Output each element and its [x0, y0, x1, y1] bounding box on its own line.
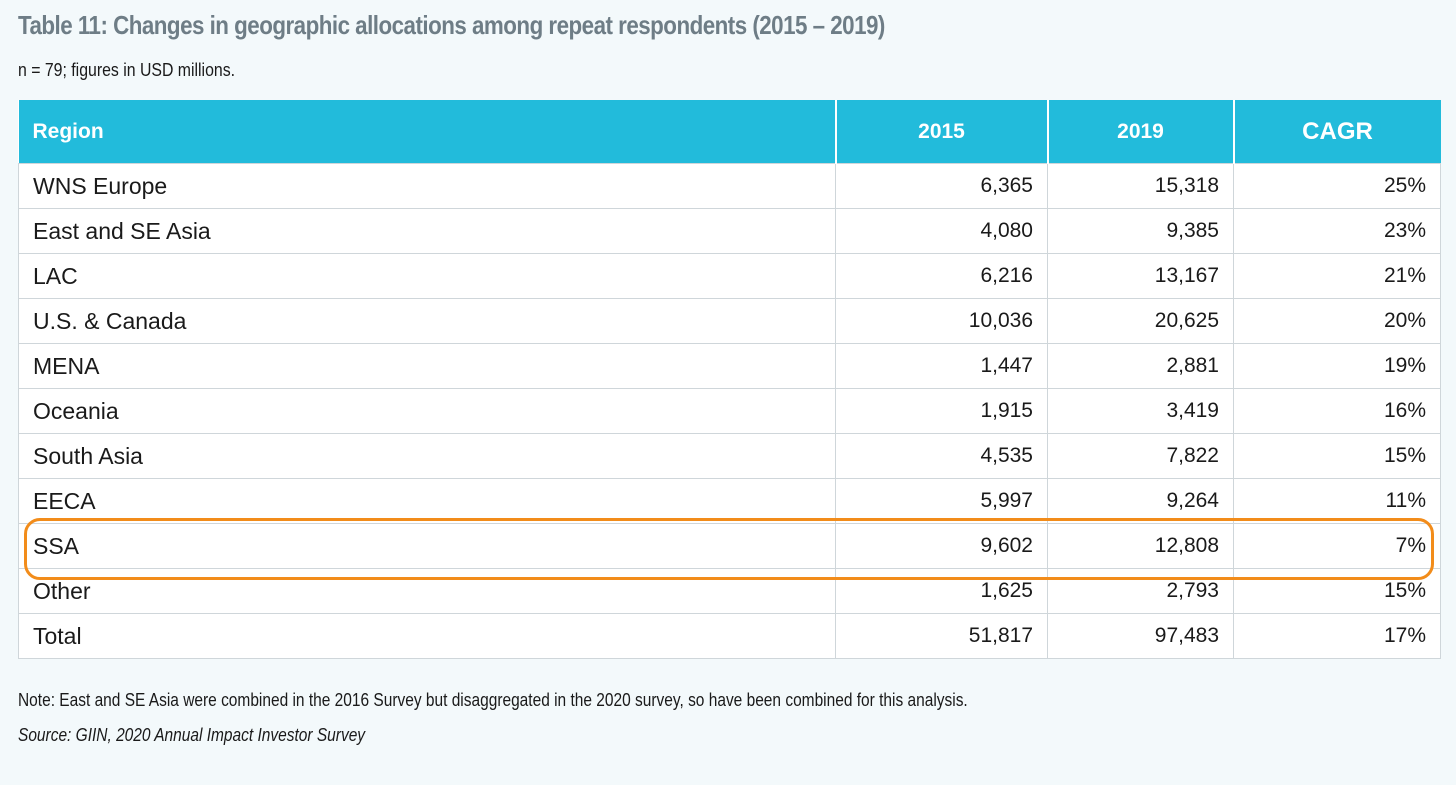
table-row: EECA 5,997 9,264 11%	[18, 478, 1441, 524]
value-2015-cell: 10,036	[835, 298, 1048, 344]
value-2019-cell: 13,167	[1047, 253, 1234, 299]
table-row: Oceania 1,915 3,419 16%	[18, 388, 1441, 434]
allocations-table: Region 2015 2019 CAGR WNS Europe 6,365 15,…	[18, 100, 1441, 659]
cagr-cell: 15%	[1233, 433, 1441, 479]
value-2015-cell: 51,817	[835, 613, 1048, 659]
table-body: WNS Europe 6,365 15,318 25% East and SE Asia…	[18, 163, 1441, 659]
value-2019-cell: 15,318	[1047, 163, 1234, 209]
header-row: Region 2015 2019 CAGR	[18, 100, 1441, 164]
value-2019-cell: 20,625	[1047, 298, 1234, 344]
value-2015-cell: 1,915	[835, 388, 1048, 434]
value-2019-cell: 9,264	[1047, 478, 1234, 524]
column-header-region: Region	[18, 100, 836, 164]
cagr-cell: 15%	[1233, 568, 1441, 614]
table-row: U.S. & Canada 10,036 20,625 20%	[18, 298, 1441, 344]
value-2019-cell: 97,483	[1047, 613, 1234, 659]
cagr-cell: 16%	[1233, 388, 1441, 434]
value-2015-cell: 1,447	[835, 343, 1048, 389]
table-row: WNS Europe 6,365 15,318 25%	[18, 163, 1441, 209]
region-cell: MENA	[18, 343, 836, 389]
region-cell: EECA	[18, 478, 836, 524]
region-cell: Oceania	[18, 388, 836, 434]
cagr-cell: 17%	[1233, 613, 1441, 659]
column-header-cagr: CAGR	[1232, 100, 1441, 164]
column-header-2015: 2015	[834, 100, 1048, 164]
value-2015-cell: 5,997	[835, 478, 1048, 524]
table-source: Source: GIIN, 2020 Annual Impact Investo…	[18, 725, 366, 745]
table-row: SSA 9,602 12,808 7%	[18, 523, 1441, 569]
table-row: East and SE Asia 4,080 9,385 23%	[18, 208, 1441, 254]
cagr-cell: 11%	[1233, 478, 1441, 524]
region-cell: Other	[18, 568, 836, 614]
region-cell: SSA	[18, 523, 836, 569]
table-subtitle: n = 79; figures in USD millions.	[18, 60, 236, 80]
table-row: Total 51,817 97,483 17%	[18, 613, 1441, 659]
column-header-2019: 2019	[1046, 100, 1234, 164]
region-cell: LAC	[18, 253, 836, 299]
table-note: Note: East and SE Asia were combined in …	[18, 690, 968, 710]
value-2015-cell: 4,535	[835, 433, 1048, 479]
cagr-cell: 21%	[1233, 253, 1441, 299]
region-cell: Total	[18, 613, 836, 659]
region-cell: South Asia	[18, 433, 836, 479]
table-row: MENA 1,447 2,881 19%	[18, 343, 1441, 389]
value-2019-cell: 9,385	[1047, 208, 1234, 254]
cagr-cell: 7%	[1233, 523, 1441, 569]
value-2019-cell: 2,793	[1047, 568, 1234, 614]
value-2015-cell: 6,365	[835, 163, 1048, 209]
value-2019-cell: 12,808	[1047, 523, 1234, 569]
region-cell: East and SE Asia	[18, 208, 836, 254]
value-2015-cell: 6,216	[835, 253, 1048, 299]
cagr-cell: 25%	[1233, 163, 1441, 209]
table-title: Table 11: Changes in geographic allocati…	[18, 10, 885, 40]
cagr-cell: 23%	[1233, 208, 1441, 254]
value-2019-cell: 7,822	[1047, 433, 1234, 479]
value-2015-cell: 9,602	[835, 523, 1048, 569]
table-row: Other 1,625 2,793 15%	[18, 568, 1441, 614]
cagr-cell: 19%	[1233, 343, 1441, 389]
value-2019-cell: 3,419	[1047, 388, 1234, 434]
table-row: South Asia 4,535 7,822 15%	[18, 433, 1441, 479]
cagr-cell: 20%	[1233, 298, 1441, 344]
region-cell: U.S. & Canada	[18, 298, 836, 344]
region-cell: WNS Europe	[18, 163, 836, 209]
value-2015-cell: 4,080	[835, 208, 1048, 254]
value-2015-cell: 1,625	[835, 568, 1048, 614]
table-row: LAC 6,216 13,167 21%	[18, 253, 1441, 299]
value-2019-cell: 2,881	[1047, 343, 1234, 389]
